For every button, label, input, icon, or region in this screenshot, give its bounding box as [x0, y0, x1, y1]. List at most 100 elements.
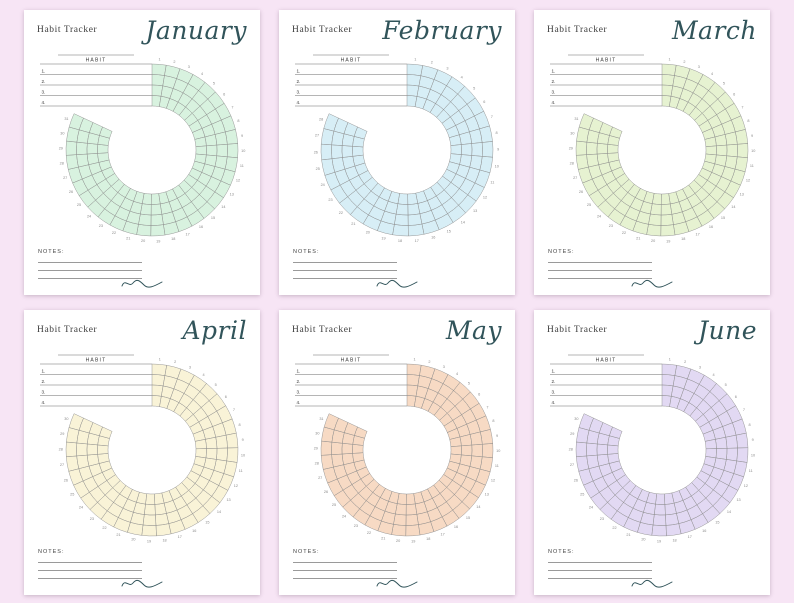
brand-logo-icon	[631, 579, 673, 588]
day-number: 22	[112, 231, 116, 235]
habit-row-number: 2.	[297, 79, 301, 84]
day-number: 14	[461, 220, 465, 224]
day-number: 8	[492, 419, 494, 423]
day-number: 19	[657, 539, 661, 543]
day-number: 25	[580, 493, 584, 497]
habit-row-number: 1.	[297, 68, 301, 73]
habit-table-header: HABIT	[596, 358, 617, 364]
day-number: 30	[315, 431, 319, 435]
month-name: June	[697, 316, 757, 345]
day-cell	[726, 144, 738, 158]
day-cell	[715, 436, 728, 449]
day-number: 23	[328, 198, 332, 202]
day-number: 31	[319, 417, 323, 421]
month-name: February	[382, 16, 502, 45]
day-number: 23	[354, 524, 358, 528]
notes-line	[38, 255, 142, 263]
day-number: 11	[239, 469, 243, 473]
day-number: 10	[496, 449, 500, 453]
day-cell	[206, 144, 218, 157]
day-cell	[715, 448, 728, 460]
day-cell	[151, 74, 165, 87]
day-number: 19	[411, 539, 415, 543]
day-cell	[215, 434, 228, 449]
day-number: 5	[468, 381, 470, 385]
day-cell	[661, 74, 675, 87]
day-cell	[586, 442, 598, 457]
page-title: Habit Tracker	[547, 25, 608, 35]
notes-line	[38, 271, 142, 279]
day-number: 28	[319, 118, 323, 122]
day-cell	[406, 374, 420, 387]
brand-logo-icon	[631, 279, 673, 288]
day-cell	[405, 513, 419, 526]
day-cell	[214, 131, 228, 146]
day-number: 14	[727, 510, 731, 514]
notes-section: NOTES:	[293, 549, 397, 579]
day-number: 17	[688, 535, 692, 539]
day-cell	[660, 213, 674, 226]
month-name: April	[182, 316, 247, 345]
day-cell	[216, 144, 228, 158]
day-number: 15	[211, 216, 215, 220]
notes-line	[548, 563, 652, 571]
day-number: 15	[205, 521, 209, 525]
day-number: 1	[414, 57, 416, 61]
habit-row-number: 3.	[297, 389, 301, 394]
day-labels: 1234567891011121314151617181920212223242…	[59, 357, 245, 543]
day-number: 23	[609, 224, 613, 228]
day-number: 31	[574, 117, 578, 121]
day-number: 16	[454, 525, 458, 529]
day-number: 2	[428, 360, 430, 364]
habit-tracker-card: Habit Tracker April HABIT 1. 2. 3. 4. 1 2 3 4 5 6 7…	[24, 310, 260, 595]
day-number: 30	[60, 131, 64, 135]
day-number: 14	[221, 205, 225, 209]
day-number: 14	[476, 505, 480, 509]
day-cell	[151, 374, 166, 387]
day-cell	[406, 63, 423, 77]
notes-label: NOTES:	[293, 549, 320, 555]
day-number: 1	[159, 357, 161, 361]
day-number: 17	[185, 232, 189, 236]
notes-section: NOTES:	[293, 249, 397, 279]
day-number: 29	[569, 146, 573, 150]
notes-line	[548, 555, 652, 563]
day-number: 16	[192, 529, 196, 533]
habit-row-number: 4.	[42, 400, 46, 405]
ring-cells	[575, 63, 749, 237]
day-cell	[205, 436, 218, 449]
notes-line	[293, 571, 397, 579]
day-cell	[648, 213, 662, 226]
day-number: 19	[381, 236, 385, 240]
day-number: 28	[569, 448, 573, 452]
day-number: 21	[636, 236, 640, 240]
day-number: 26	[314, 150, 318, 154]
day-number: 12	[483, 195, 487, 199]
habit-circle-chart: HABIT1.2.3.4.123456789101112131415161718…	[40, 54, 245, 243]
day-number: 21	[126, 236, 130, 240]
habit-row-number: 4.	[552, 400, 556, 405]
day-number: 5	[725, 383, 727, 387]
day-number: 14	[731, 205, 735, 209]
habit-circle-chart: HABIT1.2.3.4.123456789101112131415161718…	[550, 54, 755, 243]
month-name: March	[671, 16, 757, 45]
day-number: 9	[752, 438, 754, 442]
day-number: 6	[735, 395, 737, 399]
day-cell	[331, 441, 343, 455]
day-number: 17	[178, 535, 182, 539]
day-number: 20	[396, 539, 400, 543]
habit-row-number: 3.	[552, 89, 556, 94]
day-number: 16	[702, 529, 706, 533]
day-cell	[331, 453, 344, 468]
day-cell	[65, 140, 78, 156]
day-cell	[407, 223, 425, 237]
habit-row-number: 3.	[42, 389, 46, 394]
day-number: 28	[59, 448, 63, 452]
day-cell	[607, 444, 619, 455]
brand-logo-icon	[376, 279, 418, 288]
habit-row-number: 4.	[42, 100, 46, 105]
day-number: 19	[147, 539, 151, 543]
day-cell	[661, 193, 671, 205]
day-number: 24	[589, 506, 593, 510]
